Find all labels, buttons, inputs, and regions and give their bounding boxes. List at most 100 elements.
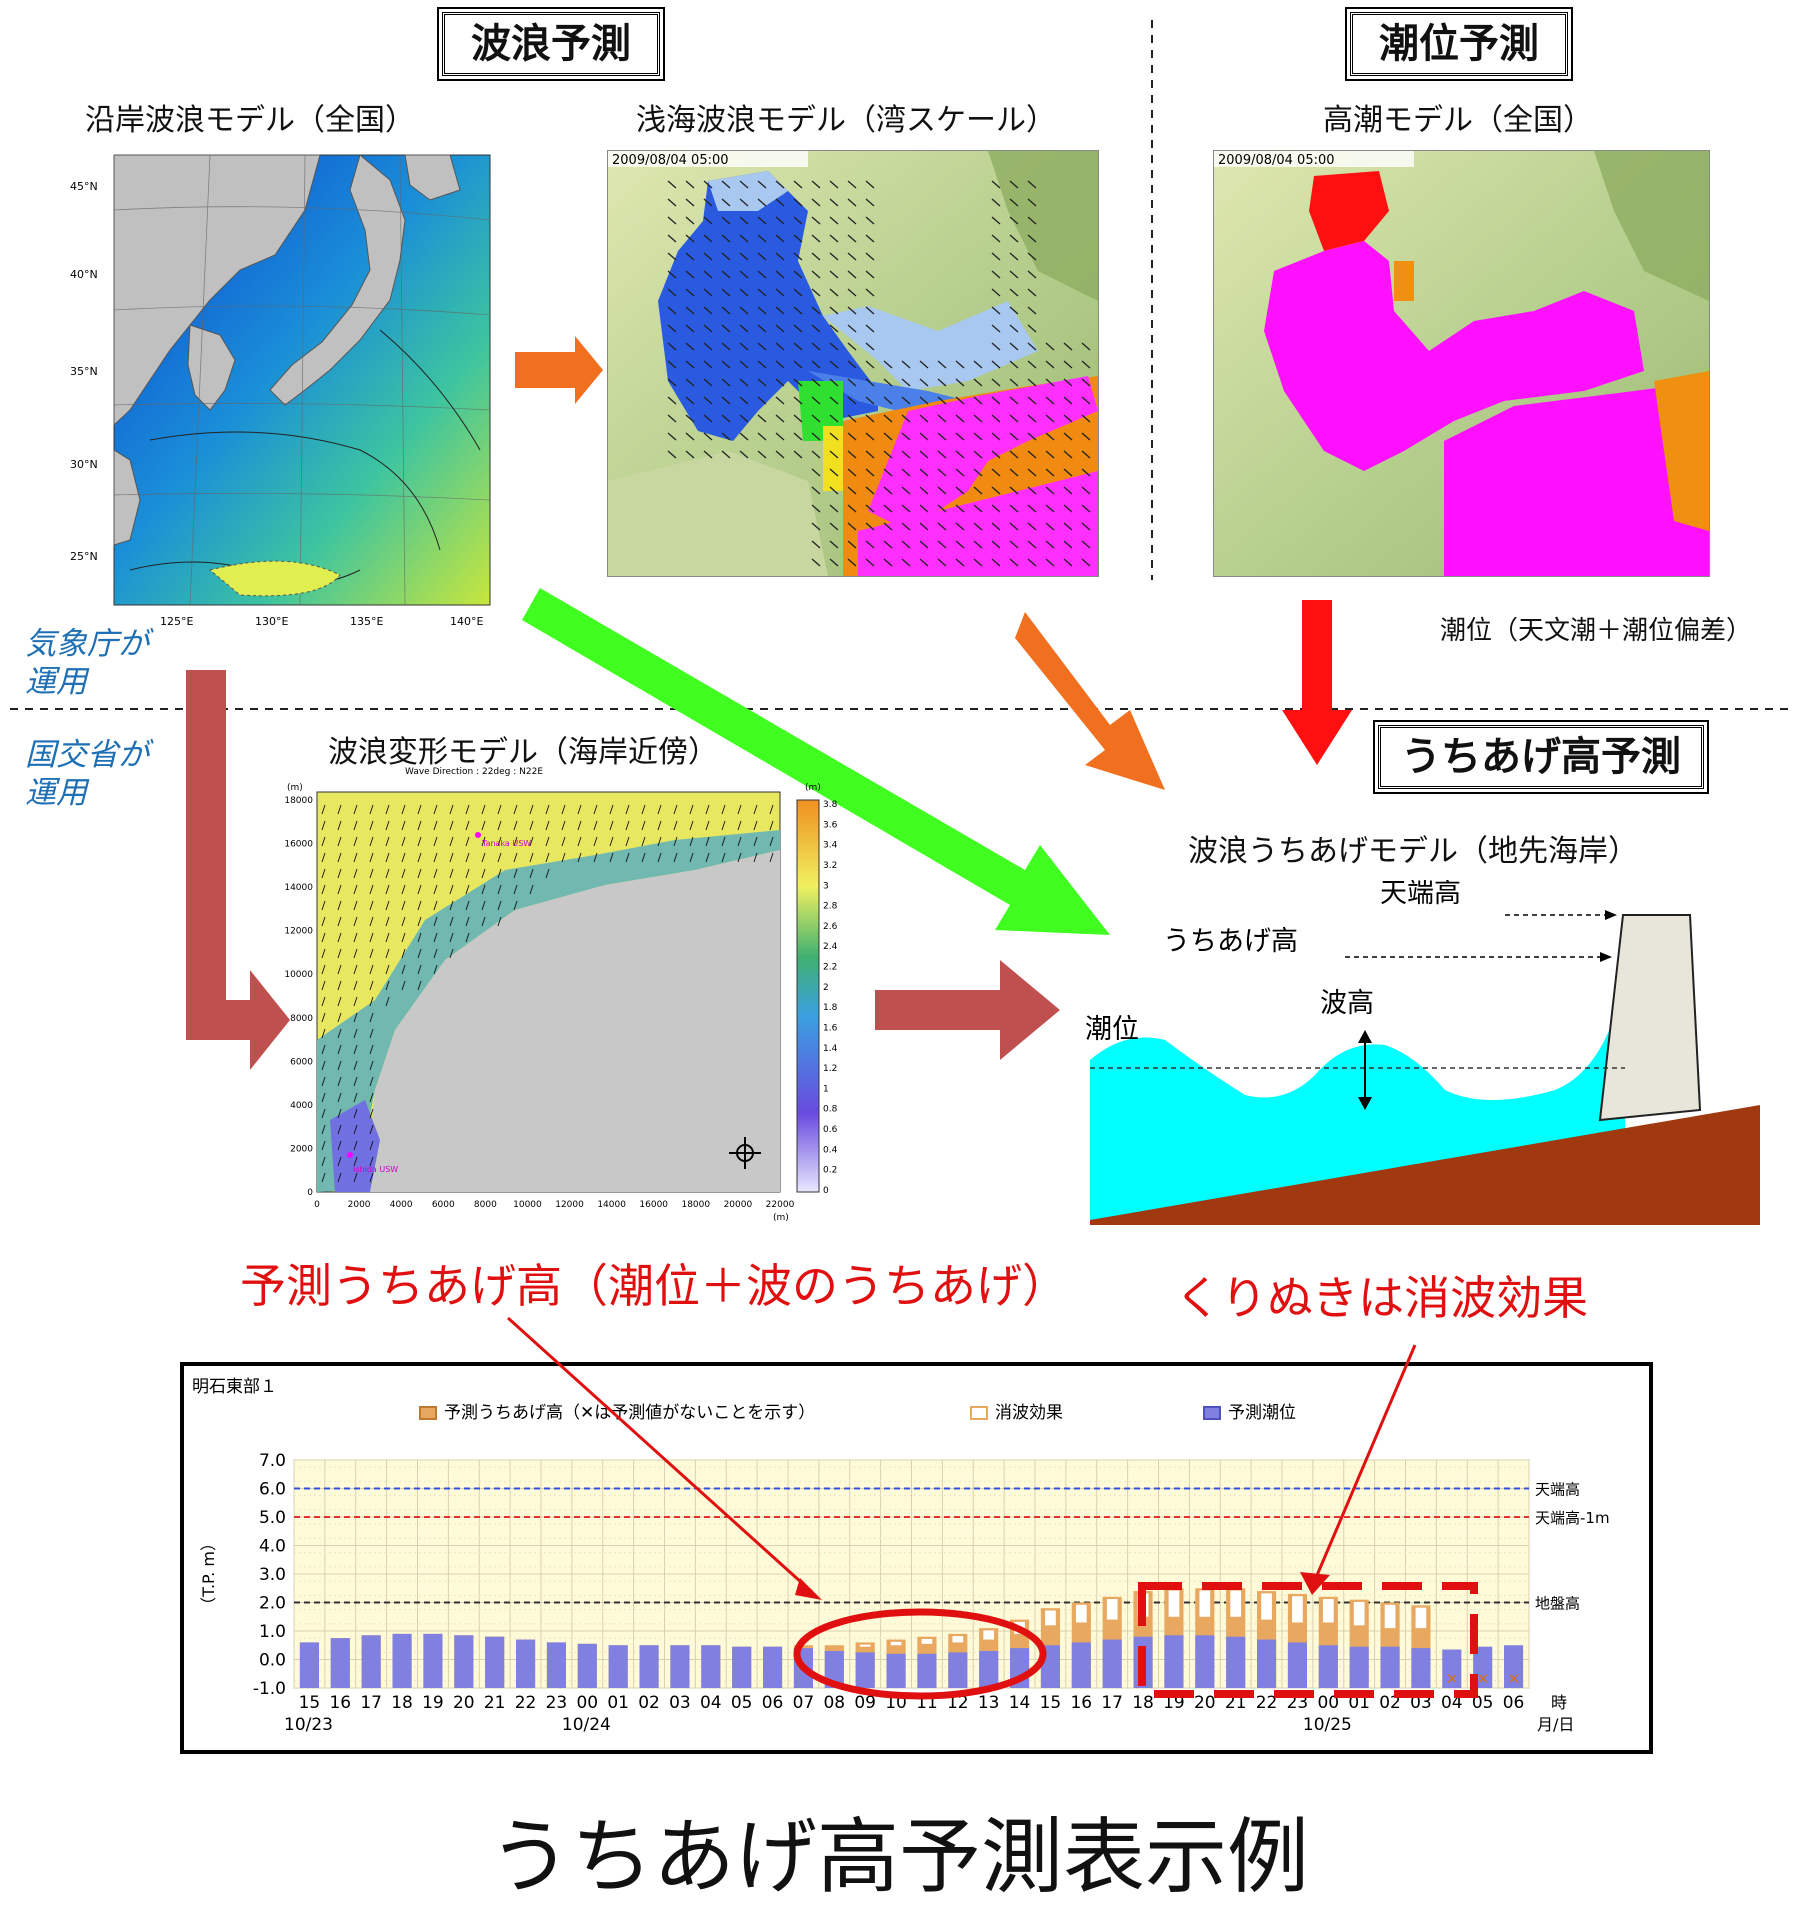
svg-text:3.4: 3.4 (823, 841, 838, 851)
hollow-effect-bar (1384, 1604, 1396, 1629)
x-tick-label: 22 (1256, 1693, 1278, 1713)
tide-bar (948, 1652, 968, 1688)
svg-text:30°N: 30°N (70, 458, 98, 471)
missing-mark: ✕ (1508, 1670, 1521, 1688)
svg-text:Tanaka USW: Tanaka USW (481, 839, 531, 848)
x-tick-label: 19 (422, 1693, 444, 1713)
hollow-effect-caption: くりぬきは消波効果 (1175, 1271, 1589, 1325)
runup-height-label: うちあげ高 (1163, 926, 1298, 957)
svg-text:2000: 2000 (348, 1200, 371, 1210)
svg-text:0.2: 0.2 (823, 1166, 837, 1176)
runup-chart-frame: 明石東部１ 予測うちあげ高（✕は予測値がないことを示す） 消波効果 予測潮位 7.0 6.… (180, 1362, 1653, 1754)
svg-text:0: 0 (307, 1188, 313, 1198)
footer-title: うちあげ高予測表示例 (488, 1810, 1309, 1905)
y-tick-label: -1.0 (253, 1679, 286, 1699)
hollow-effect-bar (1322, 1599, 1334, 1623)
svg-text:0.4: 0.4 (823, 1145, 838, 1155)
x-tick-label: 13 (978, 1693, 1000, 1713)
svg-text:2000: 2000 (290, 1144, 313, 1154)
tide-bar (886, 1653, 906, 1688)
svg-text:140°E: 140°E (450, 615, 483, 628)
tide-bar (608, 1645, 628, 1688)
crest-height-label: 天端高 (1380, 880, 1461, 909)
hollow-effect-bar (1353, 1601, 1365, 1626)
hollow-effect-bar (1045, 1610, 1056, 1626)
reference-line-label: 天端高-1m (1535, 1509, 1610, 1527)
svg-text:2.8: 2.8 (823, 902, 838, 912)
hollow-effect-bar (859, 1644, 871, 1647)
reference-line-label: 地盤高 (1535, 1595, 1580, 1613)
svg-text:8000: 8000 (290, 1014, 313, 1024)
chart-title: 明石東部１ (192, 1377, 277, 1397)
runup-forecast-title: うちあげ高予測 (1373, 720, 1709, 794)
x-tick-label: 14 (1009, 1693, 1031, 1713)
x-tick-label: 06 (1503, 1693, 1525, 1713)
svg-text:14000: 14000 (597, 1200, 626, 1210)
hollow-effect-bar (1292, 1596, 1303, 1623)
coastal-to-shallow-arrow (515, 336, 603, 404)
svg-text:1.6: 1.6 (823, 1023, 838, 1033)
y-axis-label: （T.P. m） (199, 1535, 218, 1613)
predicted-runup-caption: 予測うちあげ高（潮位＋波のうちあげ） (240, 1259, 1068, 1313)
tide-bar (1195, 1635, 1215, 1688)
tide-bar (1442, 1649, 1462, 1688)
svg-text:18000: 18000 (681, 1200, 710, 1210)
svg-text:4000: 4000 (390, 1200, 413, 1210)
x-unit-hour: 時 (1551, 1693, 1567, 1712)
x-tick-label: 17 (1101, 1693, 1123, 1713)
svg-text:Ishida USW: Ishida USW (353, 1165, 398, 1174)
y-tick-label: 4.0 (259, 1537, 286, 1557)
svg-text:22000: 22000 (766, 1200, 795, 1210)
wave-forecast-title: 波浪予測 (437, 7, 665, 81)
svg-text:14000: 14000 (284, 883, 313, 893)
x-tick-label: 02 (638, 1693, 660, 1713)
svg-text:6000: 6000 (290, 1057, 313, 1067)
tide-bar (515, 1639, 536, 1688)
date-label: 10/23 (284, 1715, 333, 1735)
tide-bar (454, 1635, 474, 1688)
jma-operator-label: 気象庁が 運用 (25, 626, 149, 700)
svg-text:0.6: 0.6 (823, 1125, 838, 1135)
svg-text:(m): (m) (805, 783, 821, 793)
svg-text:0: 0 (823, 1186, 829, 1196)
tide-level-label: 潮位 (1085, 1014, 1139, 1045)
tide-bar (361, 1635, 381, 1688)
runup-diagram: 天端高 うちあげ高 波高 潮位 (1085, 878, 1765, 1225)
tide-bar (762, 1646, 783, 1688)
hollow-effect-bar (1230, 1590, 1242, 1617)
tide-bar (1411, 1648, 1431, 1688)
tide-bar (701, 1645, 721, 1688)
x-tick-label: 08 (823, 1693, 845, 1713)
svg-text:130°E: 130°E (255, 615, 288, 628)
svg-text:0.8: 0.8 (823, 1105, 838, 1115)
wave-runup-model-label: 波浪うちあげモデル（地先海岸） (1188, 834, 1638, 869)
transform-header: Wave Direction : 22deg : N22E (405, 767, 543, 777)
svg-text:2: 2 (823, 983, 829, 993)
svg-text:45°N: 45°N (70, 180, 98, 193)
date-label: 10/25 (1303, 1715, 1352, 1735)
x-tick-label: 20 (453, 1693, 475, 1713)
legend-swatch (419, 1406, 437, 1420)
svg-text:0: 0 (314, 1200, 320, 1210)
shallow-wave-model-label: 浅海波浪モデル（湾スケール） (636, 103, 1056, 138)
svg-text:2009/08/04 05:00: 2009/08/04 05:00 (612, 153, 729, 168)
svg-text:135°E: 135°E (350, 615, 383, 628)
svg-text:6000: 6000 (432, 1200, 455, 1210)
tide-bar (1380, 1646, 1400, 1688)
tide-note: 潮位（天文潮＋潮位偏差） (1440, 616, 1753, 646)
x-tick-label: 18 (1132, 1693, 1154, 1713)
tide-bar (1287, 1642, 1308, 1688)
tide-bar (1256, 1639, 1277, 1688)
svg-text:12000: 12000 (284, 927, 313, 937)
tide-bar (639, 1645, 659, 1688)
x-tick-label: 00 (576, 1693, 598, 1713)
svg-text:20000: 20000 (724, 1200, 753, 1210)
x-tick-label: 15 (1040, 1693, 1062, 1713)
x-tick-label: 06 (762, 1693, 784, 1713)
x-tick-label: 05 (731, 1693, 753, 1713)
high-tide-model-label: 高潮モデル（全国） (1323, 103, 1593, 138)
svg-text:35°N: 35°N (70, 365, 98, 378)
y-tick-label: 2.0 (259, 1594, 286, 1614)
